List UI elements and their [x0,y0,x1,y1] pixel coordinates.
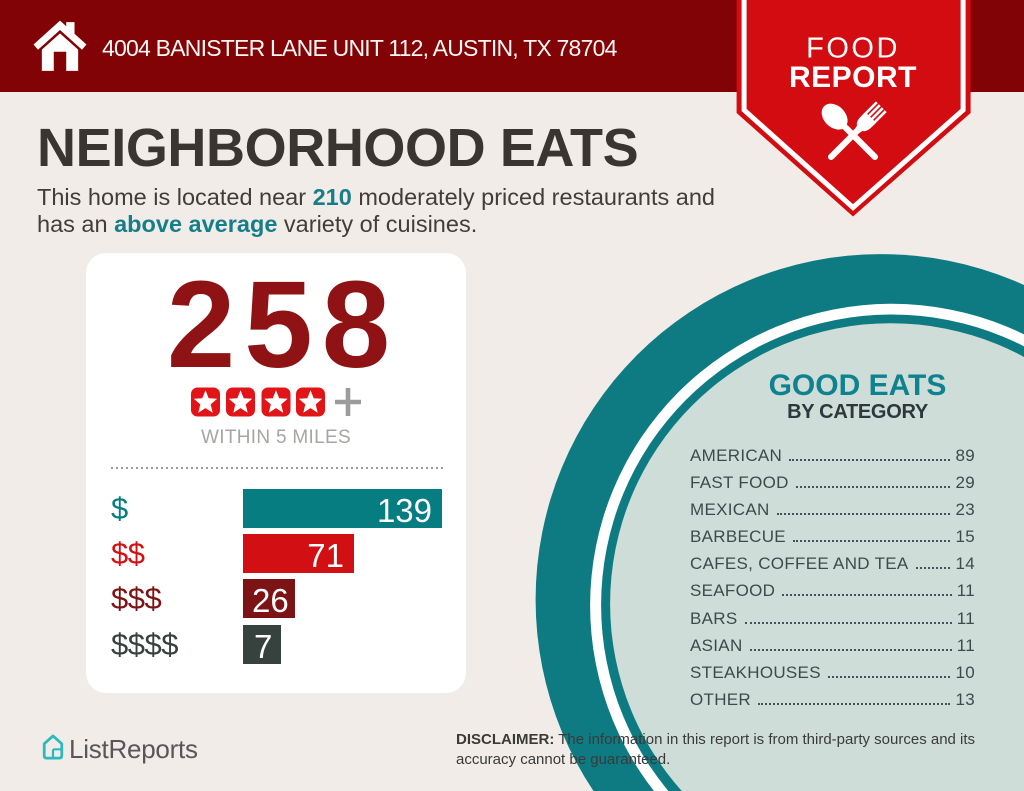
svg-text:REPORT: REPORT [789,61,917,94]
svg-text:FOOD: FOOD [806,33,900,65]
